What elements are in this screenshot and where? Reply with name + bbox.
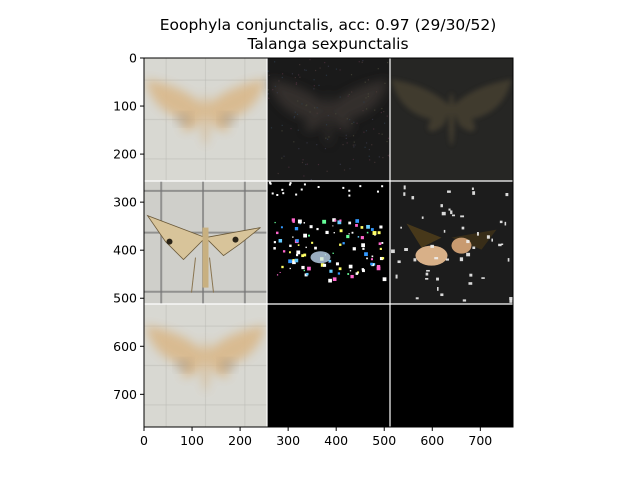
x-tick-label: 400 bbox=[324, 433, 348, 448]
panel-r2-c2-black bbox=[390, 304, 513, 427]
x-tick-label: 100 bbox=[180, 433, 204, 448]
panel-r2-c0-blurred-moth-pale bbox=[144, 304, 267, 427]
y-tick-label: 600 bbox=[113, 339, 137, 354]
x-tick-label: 200 bbox=[228, 433, 252, 448]
x-tick-label: 300 bbox=[276, 433, 300, 448]
y-tick-label: 500 bbox=[113, 291, 137, 306]
y-tick-label: 400 bbox=[113, 243, 137, 258]
y-tick-label: 200 bbox=[113, 147, 137, 162]
x-tick-label: 700 bbox=[468, 433, 492, 448]
x-tick-label: 500 bbox=[372, 433, 396, 448]
panel-r1-c0-moth-specimen-photo bbox=[144, 181, 267, 304]
x-tick-label: 0 bbox=[140, 433, 148, 448]
panel-r0-c0-blurred-moth-pale bbox=[144, 58, 267, 181]
x-tick-label: 600 bbox=[420, 433, 444, 448]
panel-r0-c1-dark-noise-moth bbox=[267, 58, 391, 182]
y-tick-label: 300 bbox=[113, 195, 137, 210]
y-tick-label: 0 bbox=[129, 51, 137, 66]
panel-r1-c2-masked-moth-overlay bbox=[390, 181, 513, 304]
chart-subtitle: Talanga sexpunctalis bbox=[247, 35, 409, 53]
panel-r0-c2-dark-faint-moth bbox=[390, 58, 513, 181]
y-tick-label: 700 bbox=[113, 387, 137, 402]
panel-r1-c1-sparse-colored-noise bbox=[267, 181, 390, 304]
chart-title: Eoophyla conjunctalis, acc: 0.97 (29/30/… bbox=[159, 16, 497, 34]
panel-r2-c1-black bbox=[267, 304, 390, 427]
y-tick-label: 100 bbox=[113, 99, 137, 114]
plot-frame bbox=[143, 57, 514, 428]
